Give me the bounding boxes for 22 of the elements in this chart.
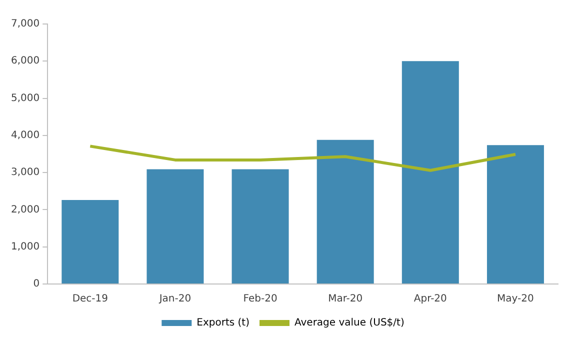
legend-label: Exports (t): [196, 318, 250, 329]
y-tick-label: 2,000: [10, 204, 40, 216]
y-tick-label: 0: [33, 278, 40, 290]
bar: [402, 61, 459, 284]
y-tick-label: 1,000: [10, 241, 40, 252]
bar: [62, 200, 119, 284]
bar: [232, 169, 289, 284]
bar: [146, 169, 204, 284]
bar: [316, 140, 374, 284]
bar: [486, 145, 544, 284]
x-tick-label: Jan-20: [158, 294, 192, 305]
x-tick-label: May-20: [497, 294, 534, 305]
y-tick-label: 7,000: [10, 18, 40, 30]
x-tick-label: Feb-20: [243, 294, 278, 305]
legend-label: Average value (US$/t): [294, 318, 404, 329]
y-tick-label: 6,000: [10, 56, 40, 67]
y-tick-label: 4,000: [10, 130, 40, 142]
y-tick-label: 5,000: [10, 92, 40, 104]
x-tick-label: Mar-20: [328, 294, 363, 305]
y-tick-label: 3,000: [10, 167, 40, 178]
x-tick-label: Dec-19: [72, 294, 108, 305]
x-tick-label: Apr-20: [414, 294, 447, 305]
